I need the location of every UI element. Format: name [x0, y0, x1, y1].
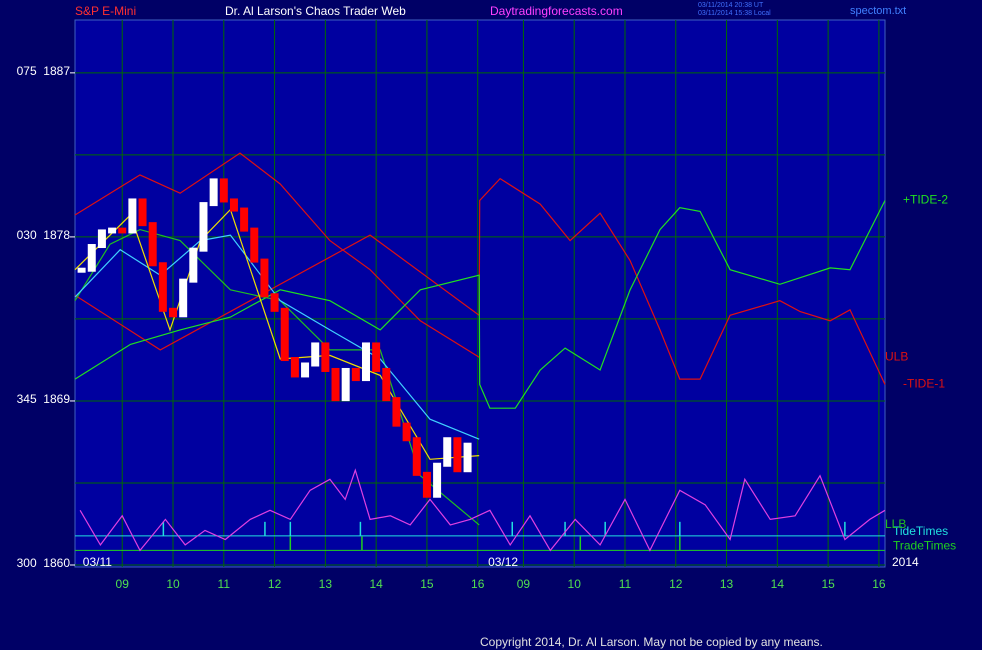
price-bar: [77, 267, 86, 273]
series-line: [74, 152, 480, 358]
x-tick-label: 12: [268, 577, 282, 591]
chart-title: Dr. Al Larson's Chaos Trader Web: [225, 4, 406, 18]
x-tick-label: 09: [517, 577, 531, 591]
price-bar: [301, 362, 310, 378]
series-label: LLB: [885, 517, 906, 531]
marker-label: TradeTimes: [893, 539, 956, 553]
timestamp: 03/11/2014 20:38 UT: [698, 2, 764, 9]
price-bar: [199, 202, 208, 252]
instrument: S&P E-Mini: [75, 4, 136, 18]
price-bar: [128, 198, 137, 234]
price-bar: [392, 397, 401, 427]
price-bar: [351, 367, 360, 382]
x-tick-label: 12: [669, 577, 683, 591]
price-bar: [311, 342, 320, 367]
day-label: 03/12: [488, 555, 518, 569]
price-bar: [443, 437, 452, 467]
price-bar: [118, 227, 127, 234]
site: Daytradingforecasts.com: [490, 4, 623, 18]
x-tick-label: 13: [720, 577, 734, 591]
price-bar: [260, 258, 269, 298]
price-bar: [341, 367, 350, 402]
price-bar: [87, 244, 96, 272]
price-bar: [270, 293, 279, 312]
price-bar: [229, 198, 238, 212]
price-bar: [250, 227, 259, 263]
price-bar: [290, 357, 299, 378]
series-label: +TIDE-2: [903, 193, 948, 207]
price-bar: [321, 342, 330, 372]
price-bar: [108, 227, 117, 234]
file-name: spectom.txt: [850, 5, 906, 17]
x-tick-label: 10: [568, 577, 582, 591]
price-bar: [422, 471, 431, 498]
y-tick-label: 075 1887: [17, 64, 71, 78]
price-bar: [169, 307, 178, 318]
y-tick-label: 300 1860: [17, 556, 71, 570]
price-bar: [372, 342, 381, 372]
price-bar: [361, 342, 370, 382]
price-bar: [463, 442, 472, 473]
y-tick-label: 030 1878: [17, 228, 71, 242]
price-bar: [280, 307, 289, 362]
price-bar: [412, 437, 421, 476]
series-line: [74, 208, 480, 460]
year: 2014: [892, 555, 919, 569]
price-bar: [219, 178, 228, 203]
x-tick-label: 11: [619, 577, 632, 591]
x-tick-label: 10: [166, 577, 180, 591]
series-label: -TIDE-1: [903, 377, 945, 391]
marker-label: TideTimes: [893, 524, 948, 538]
price-bar: [433, 462, 442, 498]
price-bar: [138, 198, 147, 227]
series-line: [79, 468, 886, 552]
x-tick-label: 13: [319, 577, 333, 591]
x-tick-label: 11: [218, 577, 231, 591]
series-label: ULB: [885, 349, 908, 363]
price-bar: [209, 178, 218, 207]
price-bar: [148, 222, 157, 267]
x-tick-label: 09: [116, 577, 130, 591]
plot-area: [74, 19, 886, 568]
x-tick-label: 16: [872, 577, 886, 591]
price-bar: [453, 437, 462, 473]
x-tick-label: 14: [369, 577, 383, 591]
timestamp: 03/11/2014 15:38 Local: [698, 10, 771, 17]
series-line: [74, 234, 480, 440]
price-bar: [189, 247, 198, 283]
x-tick-label: 16: [471, 577, 485, 591]
price-bar: [382, 367, 391, 402]
price-bar: [179, 278, 188, 318]
price-bar: [158, 262, 167, 312]
price-bar: [331, 367, 340, 402]
x-tick-label: 15: [420, 577, 434, 591]
price-bar: [97, 229, 106, 249]
x-tick-label: 15: [821, 577, 835, 591]
price-bar: [402, 422, 411, 442]
series-line: [74, 177, 886, 385]
day-label: 03/11: [83, 555, 112, 569]
x-tick-label: 14: [771, 577, 785, 591]
copyright: Copyright 2014, Dr. Al Larson. May not b…: [480, 635, 823, 649]
y-tick-label: 345 1869: [17, 392, 71, 406]
price-bar: [240, 207, 249, 232]
